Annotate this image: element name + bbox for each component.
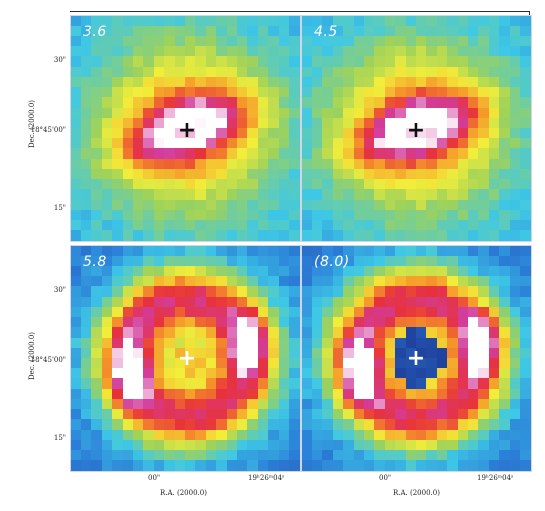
y-axis-label-top: Dec. (2000.0) <box>28 99 37 149</box>
cross-marker: + <box>177 118 197 143</box>
panel-label: 4.5 <box>314 24 338 40</box>
y-tick-top-30: 30" <box>53 56 66 64</box>
heatmap-8-0 <box>302 246 531 471</box>
cross-marker: + <box>406 118 426 143</box>
x-tick-left-ra: 19ʰ26ᵐ04ˢ <box>248 474 285 482</box>
y-tick-bottom-center: 18°45'00" <box>30 356 66 364</box>
panel-4-5: 4.5 + <box>301 15 532 242</box>
panel-8-0: (8.0) + <box>301 245 532 472</box>
cross-marker: + <box>177 346 197 371</box>
panel-label: 3.6 <box>83 24 107 40</box>
x-axis-label-right: R.A. (2000.0) <box>393 489 440 497</box>
top-frame-line <box>70 11 530 12</box>
panel-5-8: 5.8 + <box>70 245 301 472</box>
heatmap-5-8 <box>71 246 300 471</box>
panel-3-6: 3.6 + <box>70 15 301 242</box>
panel-label: (8.0) <box>314 254 350 270</box>
x-tick-right-ra: 19ʰ26ᵐ04ˢ <box>477 474 514 482</box>
y-tick-top-15: 15" <box>53 204 66 212</box>
heatmap-3-6 <box>71 16 300 241</box>
y-tick-bottom-30: 30" <box>53 286 66 294</box>
y-tick-top-center: 18°45'00" <box>30 126 66 134</box>
x-tick-left-00: 00" <box>148 474 161 482</box>
panel-label: 5.8 <box>83 254 107 270</box>
x-axis-label-left: R.A. (2000.0) <box>160 489 207 497</box>
x-tick-right-00: 00" <box>379 474 392 482</box>
heatmap-4-5 <box>302 16 531 241</box>
y-tick-bottom-15: 15" <box>53 434 66 442</box>
cross-marker: + <box>406 346 426 371</box>
